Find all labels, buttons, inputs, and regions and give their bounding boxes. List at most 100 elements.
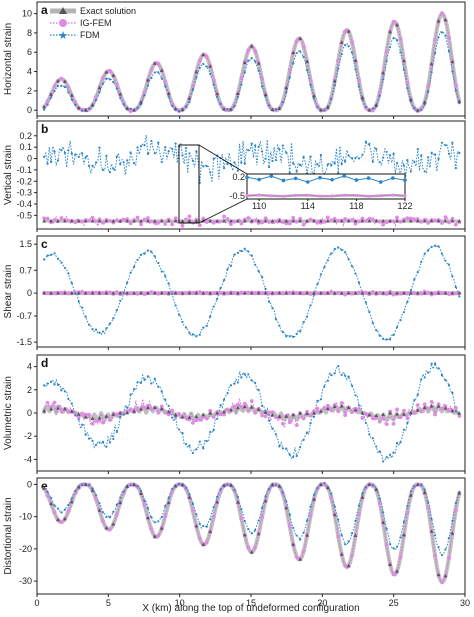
igfem-point: [73, 100, 78, 104]
igfem-point: [363, 219, 368, 223]
igfem-point: [350, 218, 354, 222]
exact-point: [346, 291, 351, 295]
exact-point: [76, 291, 81, 295]
fdm-point: [115, 155, 118, 158]
exact-point: [90, 102, 95, 107]
exact-point: [104, 526, 109, 530]
igfem-point: [142, 90, 147, 95]
fdm-point: [354, 272, 357, 275]
fdm-point: [243, 247, 246, 250]
igfem-point: [336, 58, 341, 63]
fdm-point: [119, 96, 122, 99]
igfem-point: [101, 220, 105, 225]
fdm-point: [295, 332, 298, 336]
fdm-point: [454, 501, 457, 505]
exact-point: [429, 62, 434, 66]
inset-igfem-point: [318, 194, 322, 198]
fdm-point: [413, 485, 416, 488]
exact-point: [118, 411, 123, 415]
fdm-point: [236, 169, 239, 172]
igfem-point: [291, 215, 296, 220]
fdm-point: [451, 391, 454, 394]
igfem-point: [336, 219, 341, 223]
exact-point: [395, 569, 399, 573]
fdm-point: [101, 82, 105, 85]
igfem-point: [405, 216, 410, 221]
igfem-point: [190, 290, 195, 295]
fdm-point: [323, 265, 326, 269]
igfem-point: [415, 217, 420, 221]
igfem-point: [197, 290, 202, 294]
igfem-point: [419, 219, 424, 224]
exact-point: [63, 407, 67, 411]
fdm-point: [171, 292, 174, 295]
inset-igfem-point: [245, 194, 249, 198]
igfem-point: [433, 554, 437, 558]
fdm-point: [115, 309, 118, 312]
igfem-point: [239, 290, 244, 295]
inset-igfem-point: [281, 194, 286, 198]
exact-point: [56, 406, 60, 410]
fdm-point: [389, 154, 392, 157]
igfem-point: [315, 220, 320, 225]
fdm-point: [389, 46, 392, 49]
fdm-point: [122, 103, 125, 106]
panel-e: e Distortional strain 0 -10 -20 -30: [3, 477, 466, 597]
fdm-point: [326, 259, 329, 262]
fdm-point: [295, 51, 298, 55]
fdm-point: [146, 84, 150, 87]
fdm-point: [139, 381, 143, 384]
fdm-point: [150, 139, 153, 143]
fdm-point: [94, 98, 98, 102]
exact-point: [139, 291, 143, 295]
igfem-point: [395, 215, 399, 220]
fdm-point: [389, 543, 392, 546]
igfem-point: [190, 84, 195, 89]
exact-point: [249, 550, 254, 554]
fdm-point: [382, 460, 385, 463]
fdm-point: [299, 446, 302, 449]
exact-point: [256, 291, 261, 295]
igfem-point: [443, 215, 448, 220]
igfem-point: [329, 218, 334, 223]
exact-point: [166, 91, 171, 96]
fdm-point: [299, 538, 302, 541]
exact-point: [339, 404, 344, 408]
igfem-point: [260, 77, 264, 81]
exact-point: [146, 78, 150, 82]
exact-point: [429, 219, 434, 223]
fdm-point: [60, 389, 63, 392]
fdm-point: [188, 100, 191, 103]
exact-point: [443, 291, 448, 295]
fdm-point: [101, 440, 105, 443]
fdm-point: [350, 384, 354, 387]
fdm-point: [205, 65, 208, 68]
panel-frame: [36, 477, 466, 595]
fdm-point: [416, 271, 419, 274]
fdm-point: [447, 536, 451, 540]
exact-point: [256, 532, 261, 536]
igfem-point: [274, 219, 278, 224]
fdm-point: [309, 505, 312, 508]
fdm-point: [337, 365, 340, 368]
fdm-point: [226, 483, 229, 486]
exact-point: [139, 407, 143, 411]
fdm-point: [94, 328, 98, 331]
igfem-point: [298, 216, 303, 221]
series-markers: [42, 481, 462, 585]
fdm-point: [385, 456, 388, 459]
fdm-point: [254, 263, 257, 266]
fdm-point: [333, 372, 336, 375]
panel-letter: d: [41, 356, 48, 370]
igfem-point: [377, 501, 382, 505]
fdm-point: [49, 380, 53, 383]
fdm-point: [437, 367, 440, 370]
fdm-point: [236, 495, 239, 498]
igfem-point: [253, 291, 258, 296]
fdm-point: [247, 59, 250, 62]
fdm-point: [157, 520, 160, 523]
exact-point: [346, 563, 351, 568]
fdm-point: [53, 504, 56, 507]
exact-point: [422, 490, 427, 494]
exact-point: [360, 219, 365, 223]
